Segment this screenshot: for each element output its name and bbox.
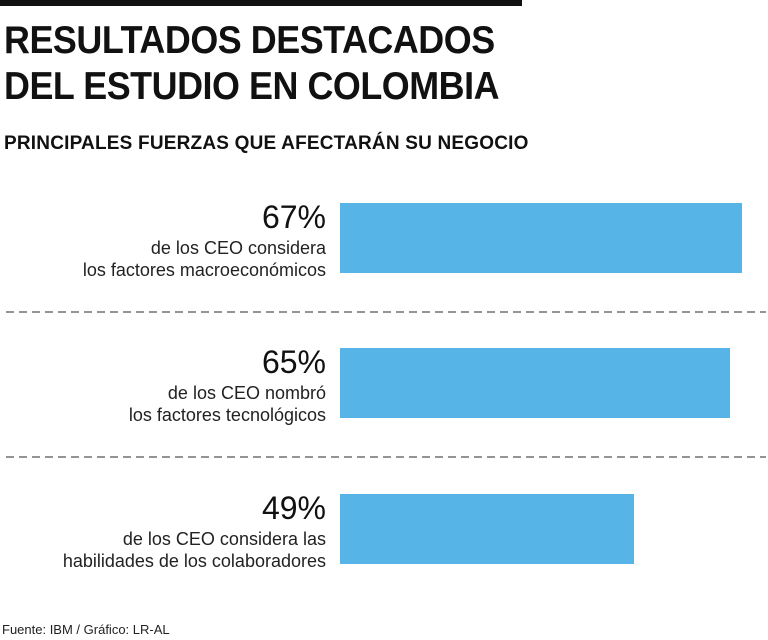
chart-subtitle: PRINCIPALES FUERZAS QUE AFECTARÁN SU NEG… [4,133,529,154]
page-title: RESULTADOS DESTACADOS DEL ESTUDIO EN COL… [4,18,648,110]
bar [340,348,730,418]
description-line-2: habilidades de los colaboradores [63,551,326,571]
value-label: 67% [262,199,326,235]
description-line-1: de los CEO nombró [168,383,326,403]
bar [340,203,742,273]
description-line-1: de los CEO considera las [123,529,326,549]
description-line-2: los factores macroeconómicos [83,260,326,280]
top-rule [0,0,522,6]
title-line-2: DEL ESTUDIO EN COLOMBIA [4,65,500,108]
bar [340,494,634,564]
value-label: 49% [262,490,326,526]
title-line-1: RESULTADOS DESTACADOS [4,19,495,62]
source-note: Fuente: IBM / Gráfico: LR-AL [2,622,170,637]
description-line-2: los factores tecnológicos [129,405,326,425]
description-line-1: de los CEO considera [151,238,327,258]
value-label: 65% [262,344,326,380]
